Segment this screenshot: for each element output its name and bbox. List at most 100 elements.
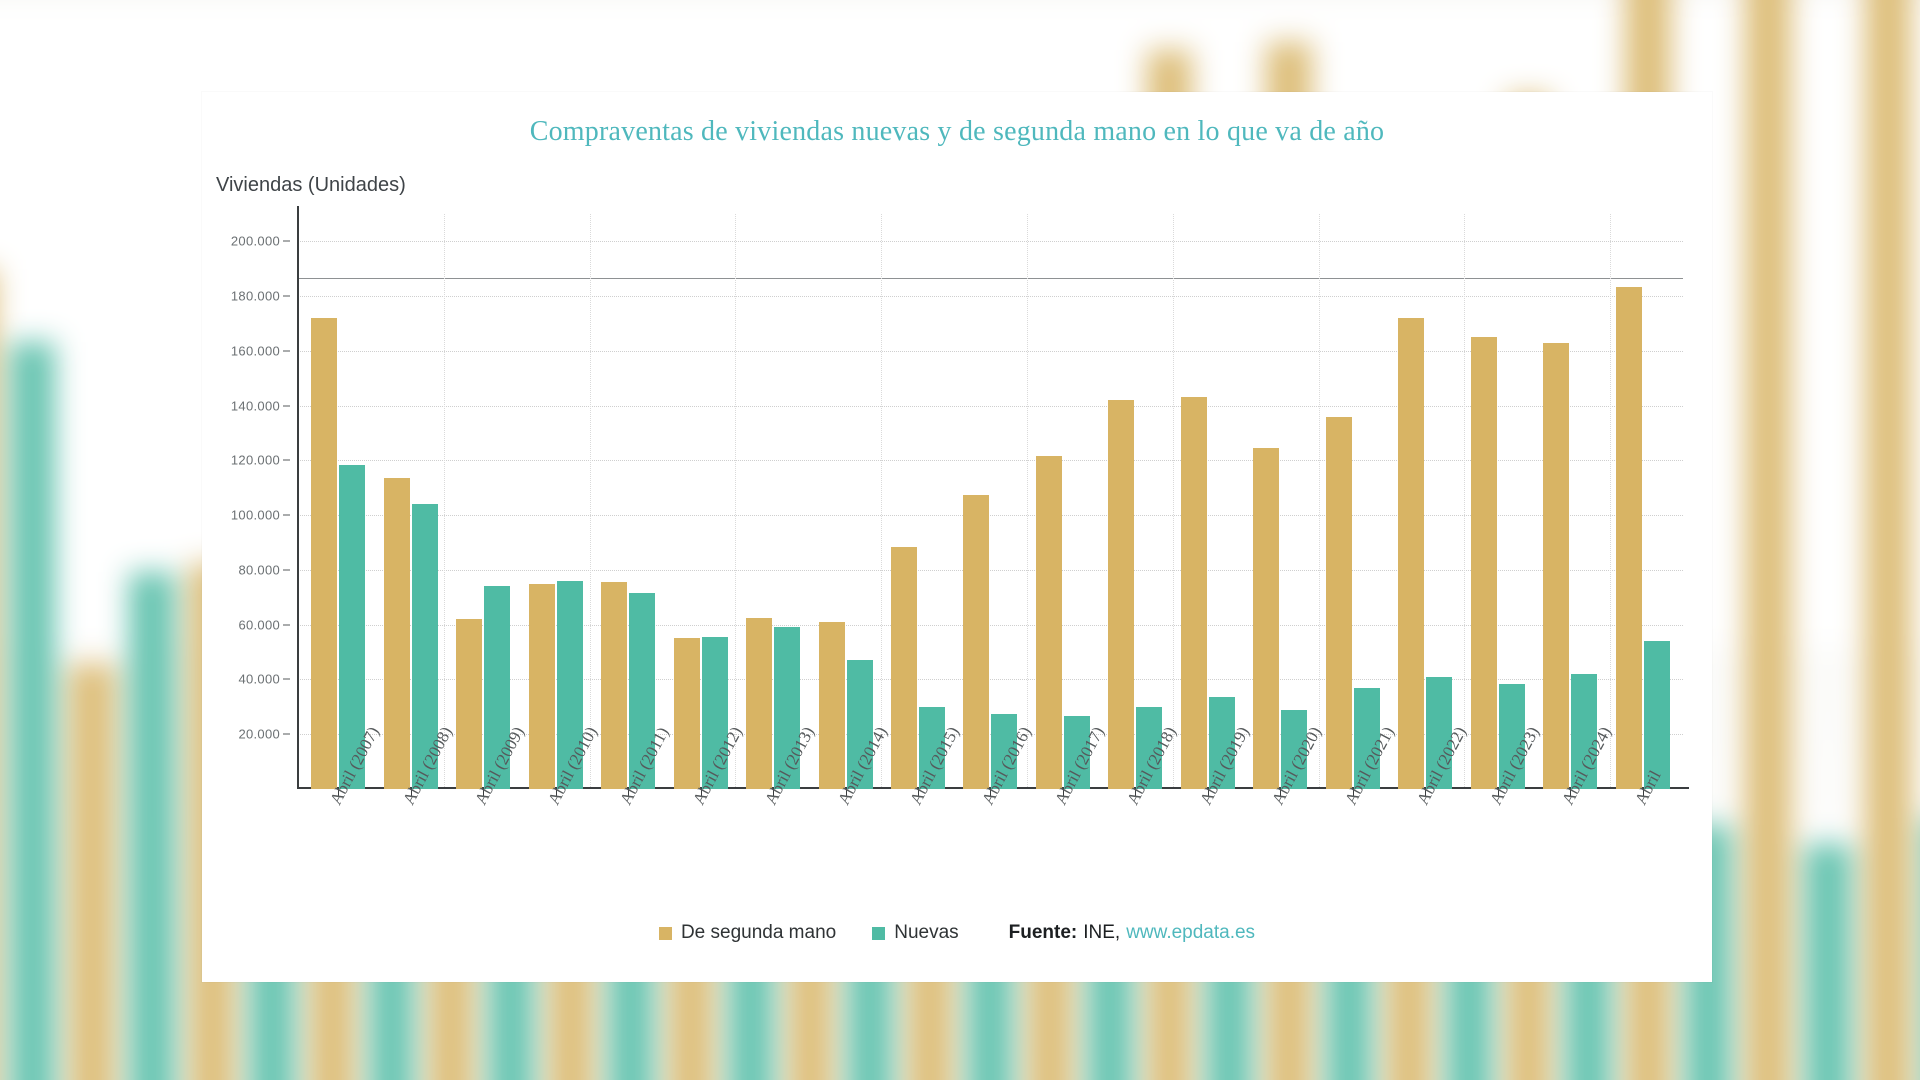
legend-swatch-icon-new xyxy=(872,926,886,940)
bar-de-segunda-mano[interactable] xyxy=(311,318,338,789)
bar-de-segunda-mano[interactable] xyxy=(1035,456,1062,789)
x-axis-label-cell: Abril (2021) xyxy=(1317,724,1398,925)
x-axis-label-cell: Abril (2018) xyxy=(1099,724,1180,925)
bar-de-segunda-mano[interactable] xyxy=(890,546,917,789)
x-axis-label-cell: Abril (2024) xyxy=(1534,724,1615,925)
bar-de-segunda-mano[interactable] xyxy=(746,617,773,789)
y-axis-title: Viviendas (Unidades) xyxy=(216,174,406,196)
source-url-link[interactable]: www.epdata.es xyxy=(1126,922,1256,943)
bar-nuevas[interactable] xyxy=(556,580,583,789)
bar-de-segunda-mano[interactable] xyxy=(383,478,410,789)
bar-group xyxy=(1389,214,1461,796)
bar-de-segunda-mano[interactable] xyxy=(1615,286,1642,789)
bar-group xyxy=(1462,214,1534,796)
x-axis-label-cell: Abril (2007) xyxy=(302,724,383,925)
bar-nuevas[interactable] xyxy=(1136,706,1163,789)
y-axis-tick-label: 60.000 xyxy=(238,617,280,633)
gridline-vertical xyxy=(881,214,883,789)
bar-de-segunda-mano[interactable] xyxy=(673,638,700,789)
bar-group xyxy=(1534,214,1606,796)
legend-swatch-icon-old xyxy=(658,926,672,940)
gridline-horizontal xyxy=(298,679,1683,681)
y-axis-tick-mark xyxy=(283,459,290,461)
y-axis-labels: 20.000 40.000 60.000 80.000 100.000 120.000 14… xyxy=(206,214,290,789)
bar-nuevas[interactable] xyxy=(774,627,801,789)
bar-de-segunda-mano[interactable] xyxy=(963,494,990,789)
bar-nuevas[interactable] xyxy=(339,464,366,789)
bar-nuevas[interactable] xyxy=(701,637,728,789)
gridline-vertical xyxy=(1318,214,1320,789)
x-axis-tick-mark xyxy=(1062,789,1064,796)
gridline-horizontal xyxy=(298,296,1683,298)
y-axis-tick-label: 80.000 xyxy=(238,562,280,578)
bar-de-segunda-mano[interactable] xyxy=(1253,448,1280,789)
bar-nuevas[interactable] xyxy=(1498,683,1525,789)
x-axis-tick-mark xyxy=(628,789,630,796)
x-axis-label-cell: Abril (2012) xyxy=(664,724,746,925)
grid-lines xyxy=(298,214,1683,789)
bar-de-segunda-mano[interactable] xyxy=(528,583,555,789)
x-axis-tick-mark xyxy=(700,789,702,796)
chart-legend: De segunda mano Nuevas Fuente: INE, www.… xyxy=(202,922,1712,944)
bar-group xyxy=(519,214,591,796)
bar-de-segunda-mano[interactable] xyxy=(456,619,483,789)
bar-nuevas[interactable] xyxy=(484,586,511,789)
bar-nuevas[interactable] xyxy=(1353,687,1380,789)
x-axis-tick-mark xyxy=(1425,789,1427,796)
bar-nuevas[interactable] xyxy=(1426,676,1453,789)
bar-de-segunda-mano[interactable] xyxy=(1325,416,1352,789)
x-axis-tick-mark xyxy=(1135,789,1137,796)
bar-de-segunda-mano[interactable] xyxy=(1398,318,1425,789)
x-axis-label-cell: Abril (2017) xyxy=(1027,724,1108,925)
reference-line xyxy=(298,278,1683,280)
y-axis-tick-label: 160.000 xyxy=(230,343,280,359)
x-axis-tick-mark xyxy=(1207,789,1209,796)
legend-item-nuevas[interactable]: Nuevas xyxy=(872,922,959,944)
bar-de-segunda-mano[interactable] xyxy=(601,582,628,789)
bar-de-segunda-mano[interactable] xyxy=(1180,397,1207,789)
bar-nuevas[interactable] xyxy=(1208,697,1235,789)
bar-group xyxy=(737,214,809,796)
legend-item-de-segunda-mano[interactable]: De segunda mano xyxy=(658,922,836,944)
gridline-horizontal xyxy=(298,241,1683,243)
gridline-vertical xyxy=(735,214,737,789)
bar-nuevas[interactable] xyxy=(918,706,945,789)
x-axis-label-cell: Abril (2020) xyxy=(1244,724,1325,925)
bar-group xyxy=(374,214,446,796)
x-axis-label-cell: Abril (2023) xyxy=(1462,724,1543,925)
background-bar xyxy=(1804,844,1851,1080)
gridline-horizontal xyxy=(298,624,1683,626)
y-axis-tick-label: 140.000 xyxy=(230,398,280,414)
bar-nuevas[interactable] xyxy=(846,660,873,789)
bar-group xyxy=(809,214,881,796)
bar-group xyxy=(954,214,1026,796)
bar-nuevas[interactable] xyxy=(411,504,438,789)
bar-de-segunda-mano[interactable] xyxy=(1108,400,1135,789)
bar-de-segunda-mano[interactable] xyxy=(1543,342,1570,789)
bar-nuevas[interactable] xyxy=(629,593,656,789)
source-organization: INE, xyxy=(1083,922,1121,943)
y-axis-line xyxy=(297,206,299,789)
bar-nuevas[interactable] xyxy=(1063,716,1090,789)
bar-nuevas[interactable] xyxy=(1281,709,1308,789)
y-axis-tick-mark xyxy=(283,569,290,571)
x-axis-label-cell: Abril (2009) xyxy=(447,724,528,925)
source-label: Fuente: xyxy=(1008,922,1078,943)
bar-nuevas[interactable] xyxy=(991,713,1018,789)
bar-de-segunda-mano[interactable] xyxy=(1470,337,1497,789)
x-axis-tick-mark xyxy=(410,789,412,796)
background-bar xyxy=(1864,0,1911,1080)
bar-de-segunda-mano[interactable] xyxy=(818,621,845,789)
gridline-vertical xyxy=(1026,214,1028,789)
bar-nuevas[interactable] xyxy=(1643,641,1670,789)
x-axis-label-cell: Abril (2014) xyxy=(809,724,891,925)
x-axis-tick-mark xyxy=(1497,789,1499,796)
gridline-vertical xyxy=(443,214,445,789)
bar-group xyxy=(1027,214,1099,796)
bar-nuevas[interactable] xyxy=(1571,674,1598,789)
x-axis-tick-mark xyxy=(1570,789,1572,796)
y-axis-tick-label: 200.000 xyxy=(230,233,280,249)
x-axis-label-cell: Abril (2010) xyxy=(519,724,601,925)
x-axis-tick-mark xyxy=(555,789,557,796)
